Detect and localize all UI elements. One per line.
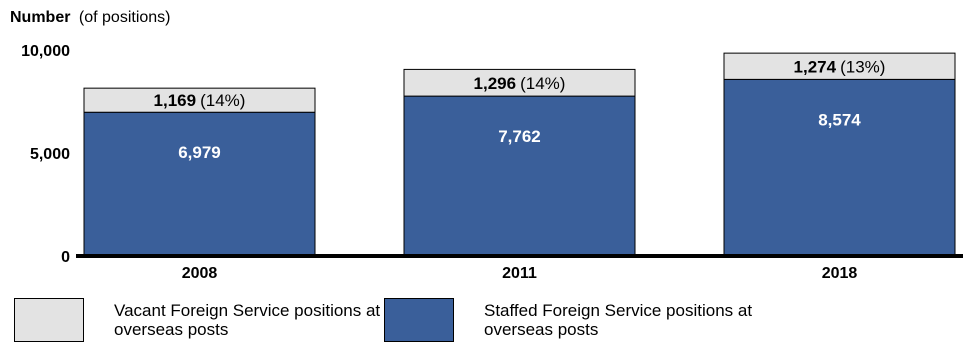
legend-staffed: Staffed Foreign Service positions at ove… [384, 298, 764, 342]
x-tick-label: 2018 [822, 265, 858, 282]
vacant-percent: (14%) [200, 91, 245, 110]
vacant-count: 1,274 [794, 57, 837, 76]
y-tick-label: 0 [61, 249, 70, 266]
staffed-value-label: 6,979 [178, 143, 221, 162]
bar-staffed [83, 111, 316, 257]
y-axis-title-bold: Number [10, 9, 70, 26]
staffed-value-label: 8,574 [818, 110, 861, 129]
vacant-value-label: 1,274 (13%) [794, 57, 886, 76]
x-tick-label: 2008 [182, 265, 218, 282]
bar-vacant [403, 68, 636, 97]
vacant-count: 1,169 [154, 91, 197, 110]
vacant-percent: (13%) [840, 57, 885, 76]
vacant-count: 1,296 [474, 74, 517, 93]
vacant-percent: (14%) [520, 74, 565, 93]
y-axis-title-rest: (of positions) [79, 9, 171, 26]
vacant-value-label: 1,169 (14%) [154, 91, 246, 110]
legend-label-staffed: Staffed Foreign Service positions at ove… [484, 301, 753, 339]
bar-staffed [723, 78, 956, 257]
bar-vacant [83, 87, 316, 113]
y-tick-label: 10,000 [21, 43, 70, 60]
vacant-value-label: 1,296 (14%) [474, 74, 566, 93]
y-tick-label: 5,000 [30, 146, 70, 163]
legend-vacant: Vacant Foreign Service positions at over… [14, 298, 394, 342]
legend-swatch-vacant [14, 298, 84, 342]
x-axis-labels: 2008 2011 2018 [182, 265, 858, 282]
staffed-value-label: 7,762 [498, 127, 541, 146]
y-axis-title: Number (of positions) [10, 9, 171, 26]
legend-swatch-staffed [384, 298, 454, 342]
y-axis-ticks: 0 5,000 10,000 [21, 43, 70, 266]
bar-vacant [723, 52, 956, 80]
bar-staffed [403, 95, 636, 257]
legend-label-vacant: Vacant Foreign Service positions at over… [114, 301, 381, 339]
x-tick-label: 2011 [502, 265, 537, 282]
